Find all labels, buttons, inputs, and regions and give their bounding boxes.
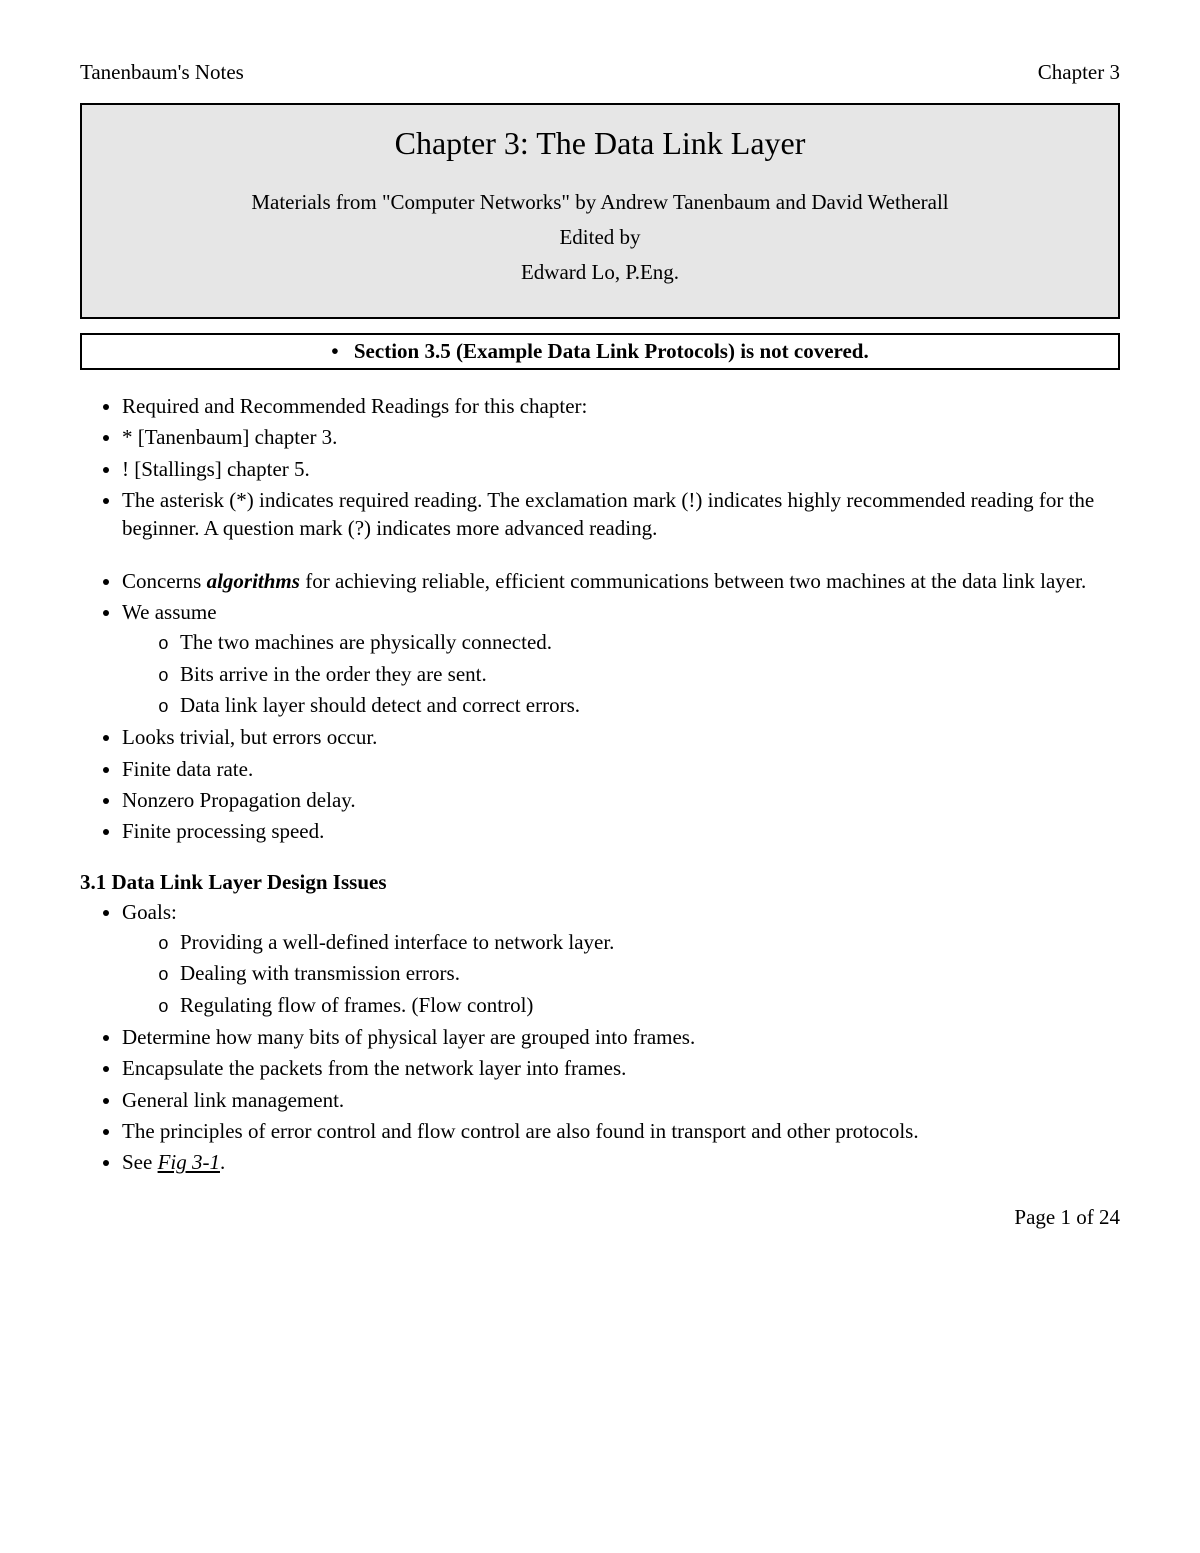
list-item: Regulating flow of frames. (Flow control… [180, 991, 1120, 1020]
list-item: See Fig 3-1. [122, 1148, 1120, 1176]
subtitle: Materials from "Computer Networks" by An… [102, 190, 1098, 215]
emphasis: algorithms [207, 569, 300, 593]
list-item: General link management. [122, 1086, 1120, 1114]
list-item: The two machines are physically connecte… [180, 628, 1120, 657]
list-item: Finite data rate. [122, 755, 1120, 783]
notice-box: • Section 3.5 (Example Data Link Protoco… [80, 333, 1120, 370]
list-item: * [Tanenbaum] chapter 3. [122, 423, 1120, 451]
text-run: Concerns [122, 569, 207, 593]
list-item: Encapsulate the packets from the network… [122, 1054, 1120, 1082]
text-run: Goals: [122, 900, 177, 924]
text-run: . [220, 1150, 225, 1174]
list-item: Finite processing speed. [122, 817, 1120, 845]
page-number: Page 1 of 24 [1014, 1205, 1120, 1229]
page-footer: Page 1 of 24 [80, 1205, 1120, 1230]
list-item: Required and Recommended Readings for th… [122, 392, 1120, 420]
notice-text: Section 3.5 (Example Data Link Protocols… [354, 339, 869, 363]
chapter-title: Chapter 3: The Data Link Layer [102, 125, 1098, 162]
running-header: Tanenbaum's Notes Chapter 3 [80, 60, 1120, 85]
title-box: Chapter 3: The Data Link Layer Materials… [80, 103, 1120, 319]
readings-list: Required and Recommended Readings for th… [80, 392, 1120, 543]
list-item: The principles of error control and flow… [122, 1117, 1120, 1145]
list-item: Concerns algorithms for achieving reliab… [122, 567, 1120, 595]
header-right: Chapter 3 [1038, 60, 1120, 85]
list-item: Providing a well-defined interface to ne… [180, 928, 1120, 957]
concerns-list: Concerns algorithms for achieving reliab… [80, 567, 1120, 846]
header-left: Tanenbaum's Notes [80, 60, 244, 85]
edited-by-label: Edited by [102, 225, 1098, 250]
figure-reference: Fig 3-1 [158, 1150, 220, 1174]
goals-sublist: Providing a well-defined interface to ne… [122, 928, 1120, 1020]
list-item: Bits arrive in the order they are sent. [180, 660, 1120, 689]
list-item: ! [Stallings] chapter 5. [122, 455, 1120, 483]
section-heading: 3.1 Data Link Layer Design Issues [80, 870, 1120, 895]
document-page: Tanenbaum's Notes Chapter 3 Chapter 3: T… [0, 0, 1200, 1270]
text-run: for achieving reliable, efficient commun… [300, 569, 1086, 593]
list-item: Dealing with transmission errors. [180, 959, 1120, 988]
list-item: The asterisk (*) indicates required read… [122, 486, 1120, 543]
list-item: Determine how many bits of physical laye… [122, 1023, 1120, 1051]
bullet-icon: • [331, 339, 338, 364]
text-run: See [122, 1150, 158, 1174]
editor-name: Edward Lo, P.Eng. [102, 260, 1098, 285]
assumptions-sublist: The two machines are physically connecte… [122, 628, 1120, 720]
list-item: Nonzero Propagation delay. [122, 786, 1120, 814]
list-item: Data link layer should detect and correc… [180, 691, 1120, 720]
design-issues-list: Goals: Providing a well-defined interfac… [80, 898, 1120, 1177]
list-item: We assume The two machines are physicall… [122, 598, 1120, 720]
list-item: Goals: Providing a well-defined interfac… [122, 898, 1120, 1020]
list-item: Looks trivial, but errors occur. [122, 723, 1120, 751]
text-run: We assume [122, 600, 217, 624]
